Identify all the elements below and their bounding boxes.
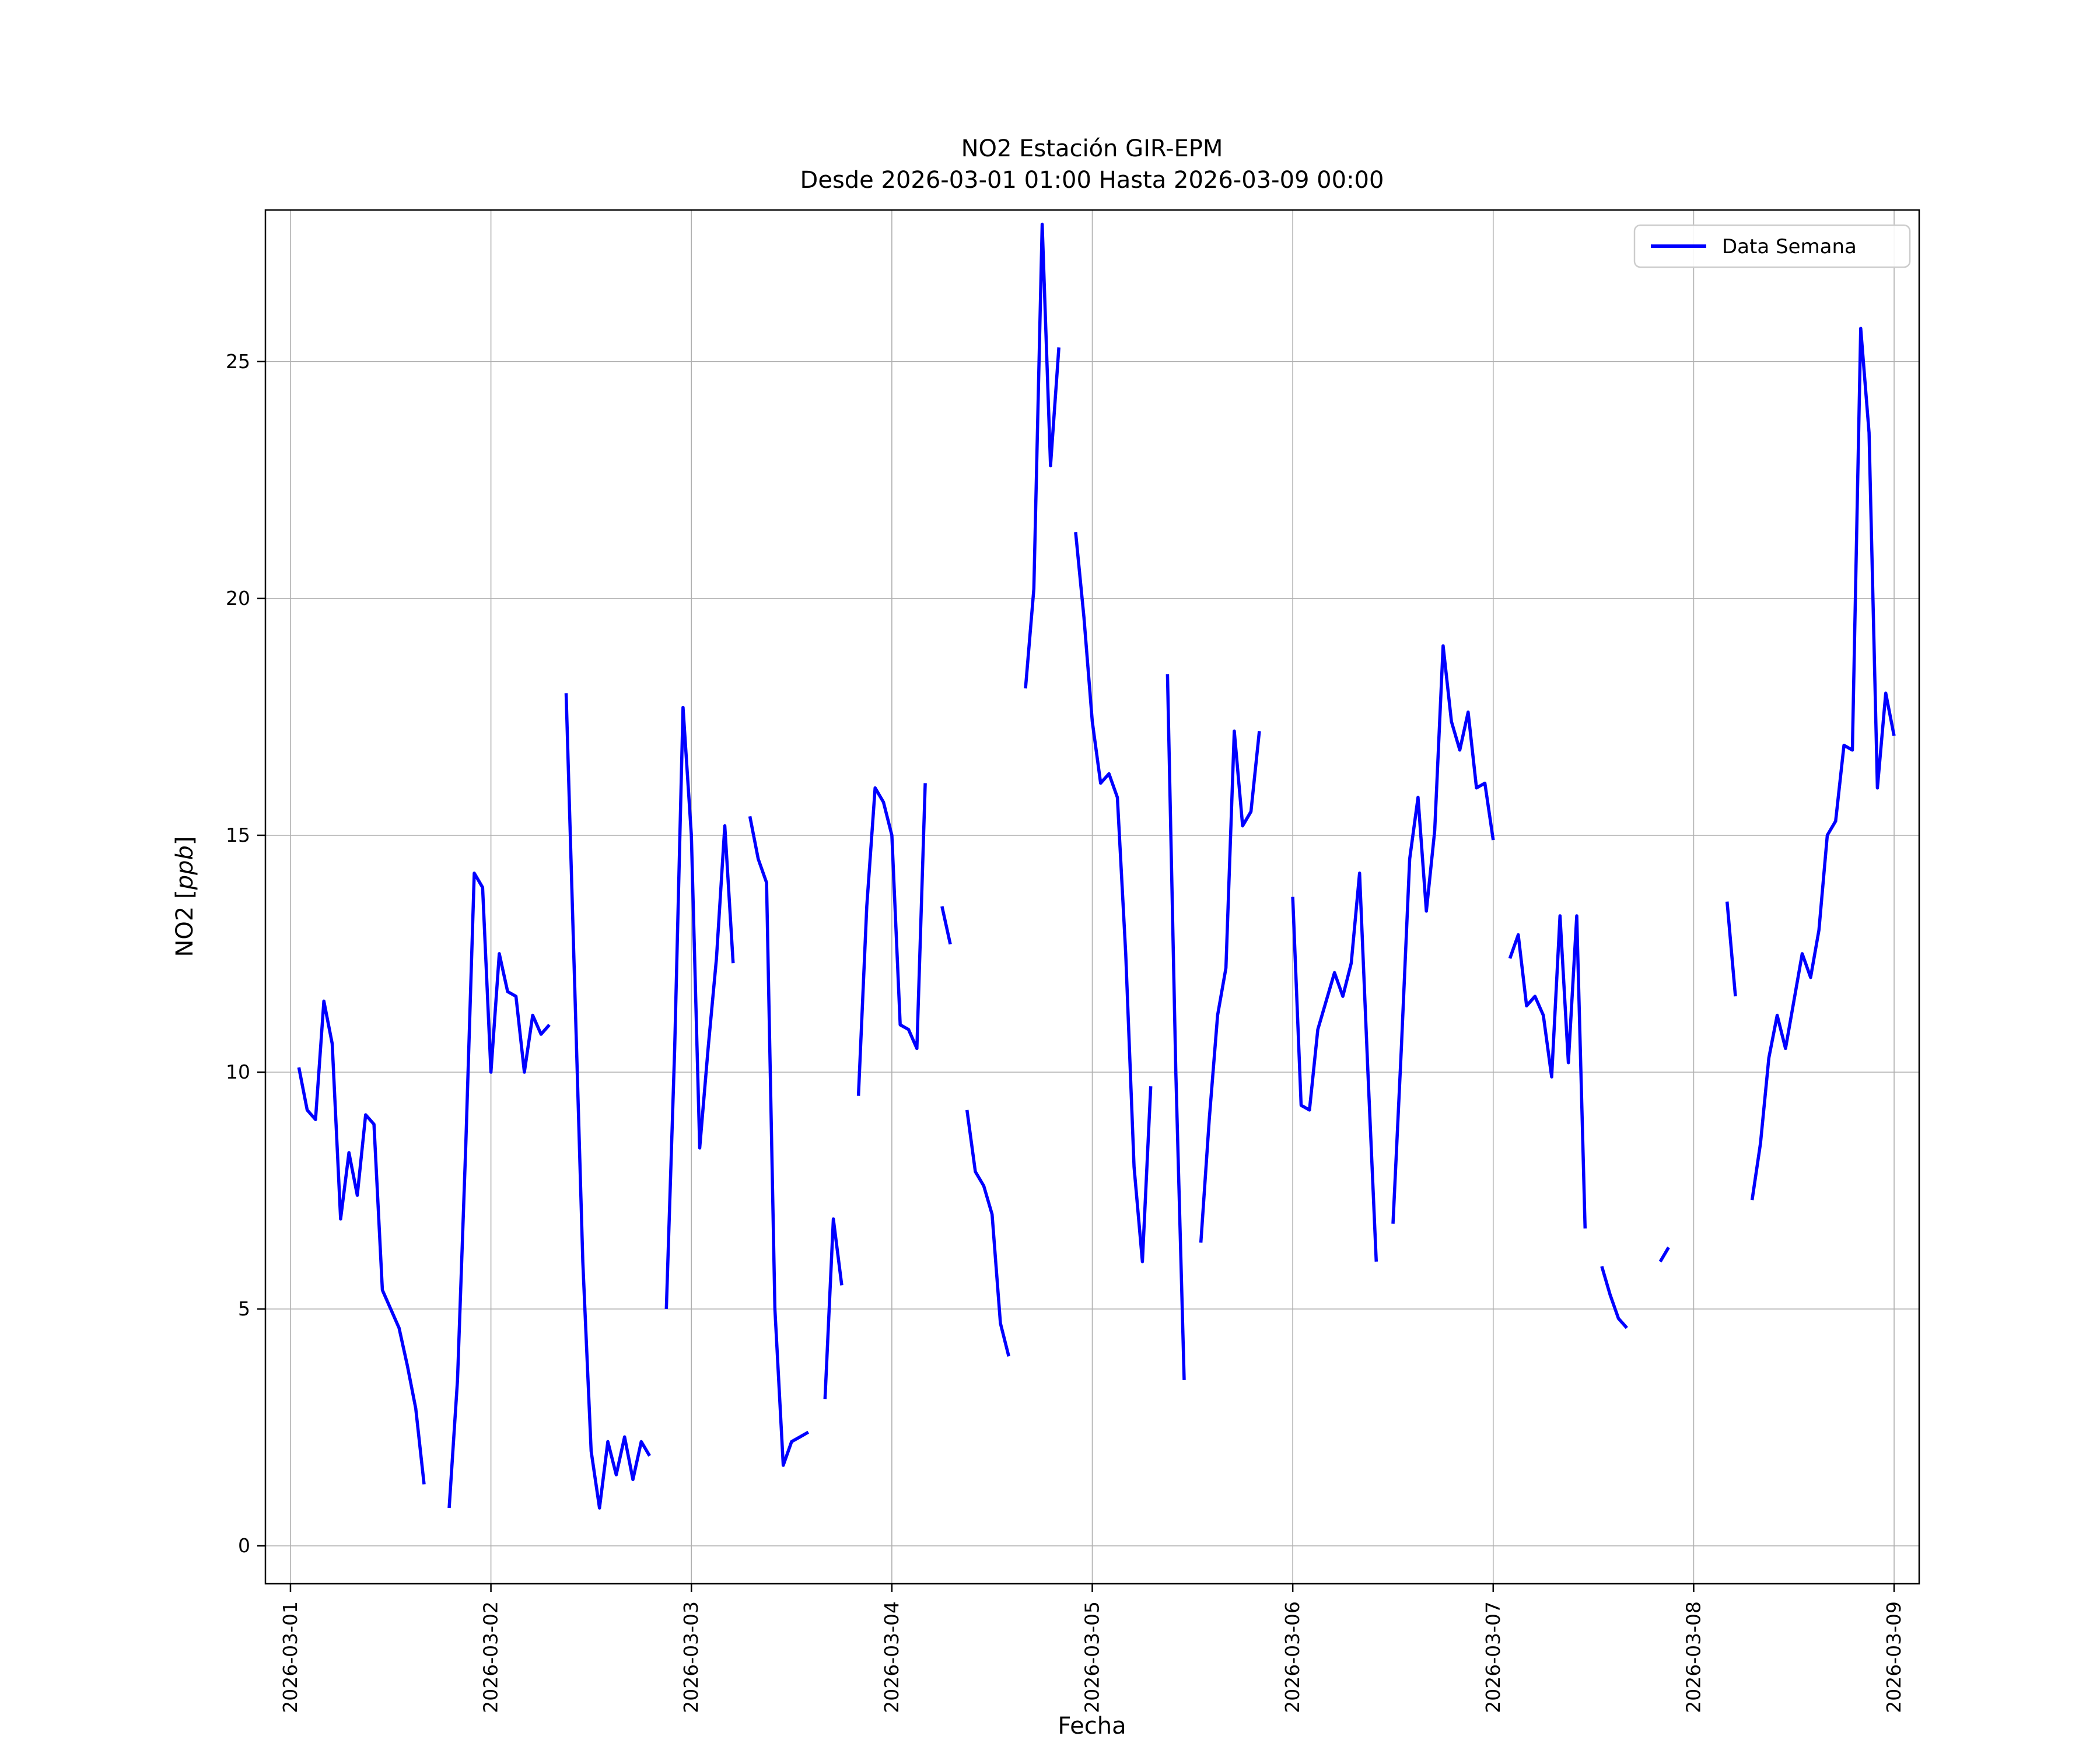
x-tick-label: 2026-03-07 bbox=[1482, 1601, 1504, 1713]
y-tick-label: 10 bbox=[226, 1060, 250, 1083]
legend: Data Semana bbox=[1633, 224, 1911, 268]
y-axis-label-unit: ppb bbox=[172, 845, 198, 890]
y-axis-label-prefix: NO2 [ bbox=[172, 890, 198, 957]
y-tick-label: 0 bbox=[238, 1534, 250, 1557]
x-axis-label: Fecha bbox=[1058, 1713, 1126, 1740]
y-tick-label: 25 bbox=[226, 350, 250, 373]
grid-layer bbox=[265, 210, 1919, 1584]
chart-title-line1: NO2 Estación GIR-EPM bbox=[961, 135, 1223, 162]
data-semana-line bbox=[297, 222, 1896, 1510]
y-tick-label: 5 bbox=[238, 1297, 250, 1320]
legend-box bbox=[1633, 224, 1911, 268]
x-tick-label: 2026-03-04 bbox=[880, 1601, 903, 1713]
x-tick-label: 2026-03-08 bbox=[1682, 1601, 1704, 1713]
series-layer bbox=[297, 222, 1896, 1510]
y-tick-label: 20 bbox=[226, 587, 250, 610]
x-tick-label: 2026-03-05 bbox=[1081, 1601, 1104, 1713]
x-tick-label: 2026-03-09 bbox=[1882, 1601, 1905, 1713]
chart-title-line2: Desde 2026-03-01 01:00 Hasta 2026-03-09 … bbox=[800, 167, 1384, 194]
x-tick-label: 2026-03-01 bbox=[279, 1601, 302, 1713]
x-tick-label: 2026-03-06 bbox=[1281, 1601, 1304, 1713]
y-axis-label: NO2 [ppb] bbox=[172, 836, 198, 957]
y-tick-label: 15 bbox=[226, 824, 250, 846]
y-axis-label-suffix: ] bbox=[172, 836, 198, 846]
x-tick-label: 2026-03-02 bbox=[480, 1601, 502, 1713]
x-tick-label: 2026-03-03 bbox=[680, 1601, 702, 1713]
legend-label: Data Semana bbox=[1722, 235, 1857, 258]
tick-layer: 2026-03-01 2026-03-02 2026-03-03 2026-03-04… bbox=[226, 350, 1905, 1713]
